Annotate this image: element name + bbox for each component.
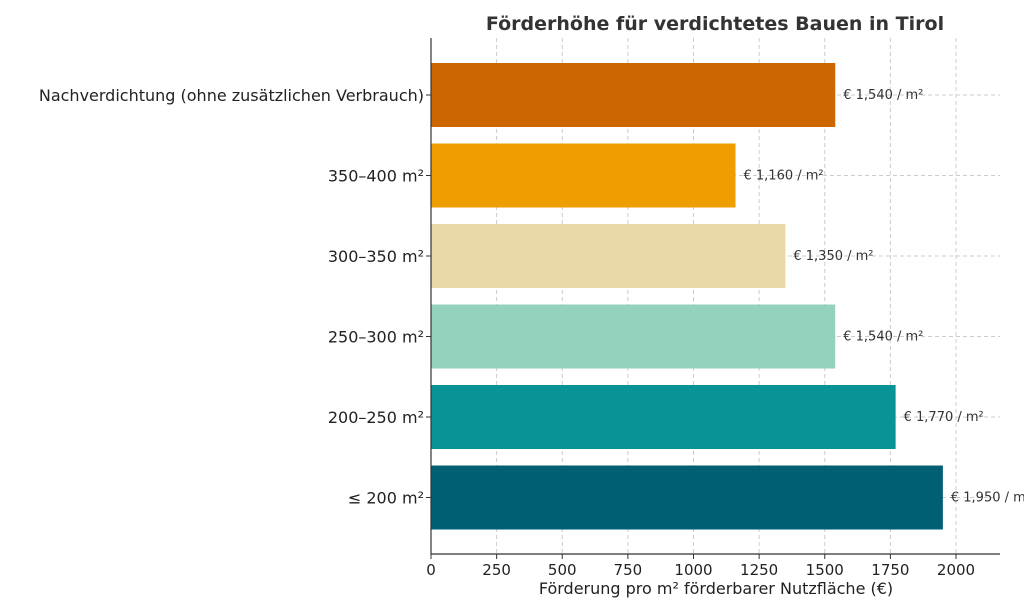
category-label: 250–300 m² (328, 328, 424, 347)
category-label: 350–400 m² (328, 167, 424, 186)
chart-title: Förderhöhe für verdichtetes Bauen in Tir… (486, 13, 944, 35)
category-label: Nachverdichtung (ohne zusätzlichen Verbr… (39, 86, 424, 105)
bars (431, 63, 943, 530)
bar-value-label: € 1,540 / m² (843, 88, 923, 103)
x-axis-ticks: 0 250 500 750 1000 1250 1500 1750 2000 (426, 554, 975, 579)
x-tick-label: 500 (548, 561, 577, 579)
bar-value-label: € 1,160 / m² (744, 169, 824, 184)
x-tick-label: 750 (614, 561, 643, 579)
bar (431, 143, 736, 208)
category-label: 300–350 m² (328, 247, 424, 266)
x-tick-label: 1500 (806, 561, 844, 579)
bar (431, 385, 896, 449)
data-labels: € 1,540 / m² € 1,160 / m² € 1,350 / m² € 1,… (744, 88, 1024, 506)
category-label: 200–250 m² (328, 408, 424, 427)
bar (431, 224, 786, 288)
x-tick-label: 1750 (871, 561, 909, 579)
x-tick-label: 1250 (740, 561, 778, 579)
bar (431, 465, 943, 530)
x-tick-label: 250 (482, 561, 511, 579)
x-tick-label: 0 (426, 561, 436, 579)
x-axis-label: Förderung pro m² förderbarer Nutzfläche … (539, 579, 893, 598)
bar (431, 63, 836, 127)
bar-value-label: € 1,540 / m² (843, 330, 923, 345)
bar-value-label: € 1,950 / m² (951, 491, 1024, 506)
bar-value-label: € 1,350 / m² (793, 249, 873, 264)
bar (431, 304, 836, 369)
x-tick-label: 2000 (937, 561, 975, 579)
bar-value-label: € 1,770 / m² (904, 410, 984, 425)
category-labels: Nachverdichtung (ohne zusätzlichen Verbr… (39, 86, 431, 508)
category-label: ≤ 200 m² (348, 489, 424, 508)
x-tick-label: 1000 (674, 561, 712, 579)
